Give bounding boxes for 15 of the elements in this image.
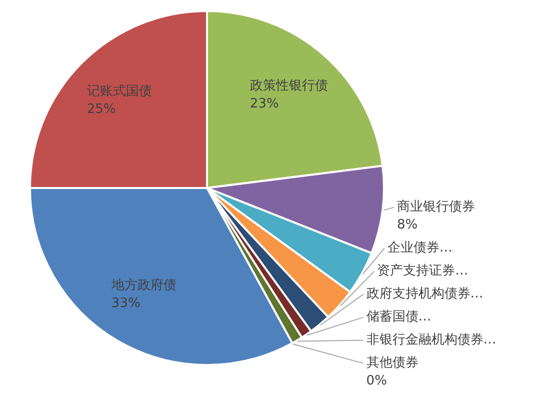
slice-label: 地方政府债 bbox=[110, 277, 176, 294]
category-label: 其他债券 bbox=[366, 356, 418, 371]
slice-label: 记账式国债 bbox=[86, 84, 152, 99]
slice-label: 储蓄国债… bbox=[366, 310, 432, 325]
slice-label: 企业债券… bbox=[387, 240, 452, 256]
text: 0% bbox=[366, 374, 387, 389]
data-label: 25% bbox=[86, 102, 116, 117]
data-label: 8% bbox=[396, 218, 418, 233]
slice-label: 政府支持机构债券… bbox=[366, 286, 484, 302]
data-label: 33% bbox=[111, 296, 140, 312]
slice-label: 资产支持证券… bbox=[377, 264, 468, 279]
slice-label: 非银行金融机构债券… bbox=[366, 332, 496, 348]
slice-label: 政策性银行债 bbox=[250, 78, 328, 94]
slice-label: 商业银行债券 bbox=[396, 200, 475, 215]
data-label: 23% bbox=[250, 96, 279, 112]
